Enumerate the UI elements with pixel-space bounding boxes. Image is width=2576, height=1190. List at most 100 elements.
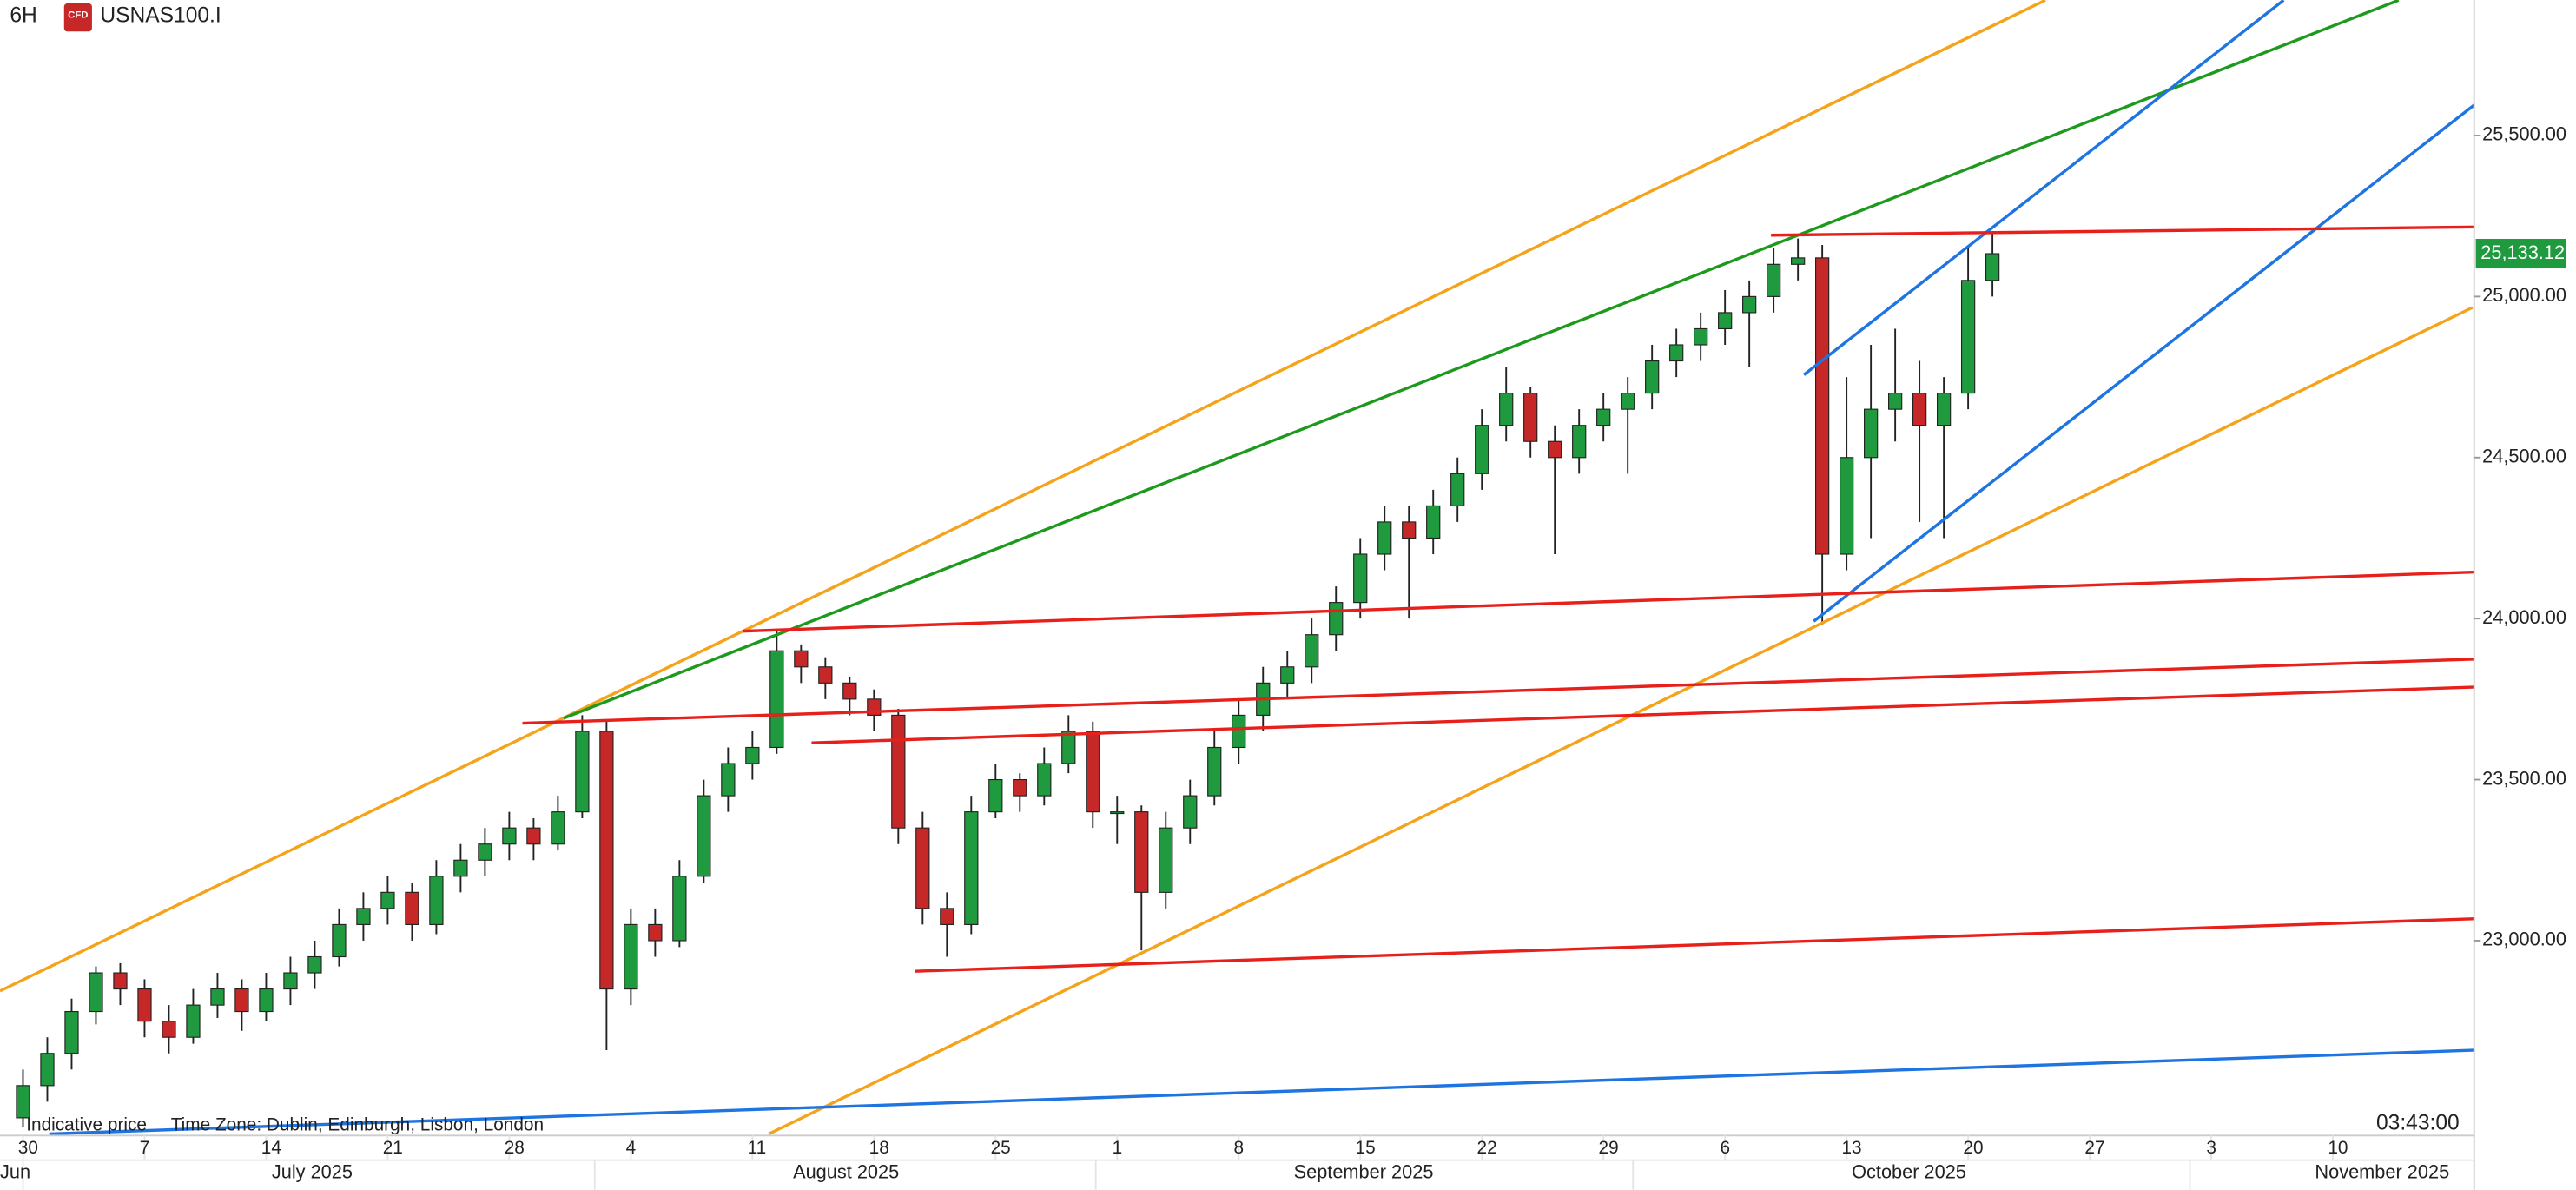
x-tick-label: 18 [869, 1138, 889, 1158]
candle-body [1815, 257, 1830, 555]
trend-line [1771, 225, 2476, 237]
timeframe[interactable]: 6H [10, 4, 36, 28]
x-tick-label: 14 [261, 1138, 281, 1158]
candle-body [1985, 253, 2000, 281]
candle-body [1694, 327, 1708, 346]
y-tick-label: 24,500.00 [2482, 446, 2566, 467]
candle-body [1450, 473, 1465, 506]
candle-body [794, 650, 809, 668]
candle-body [1742, 295, 1757, 314]
timezone: Time Zone: Dublin, Edinburgh, Lisbon, Lo… [171, 1114, 544, 1134]
y-tick-label: 25,500.00 [2482, 123, 2566, 145]
x-tick-label: 30 [18, 1138, 38, 1158]
x-tick-label: 4 [626, 1138, 637, 1158]
candle-body [1840, 457, 1854, 555]
candle-body [1548, 440, 1562, 459]
candle-body [1863, 408, 1879, 459]
price-note: Indicative price [26, 1114, 147, 1134]
candle-body [1572, 425, 1587, 459]
candle-body [1183, 795, 1198, 829]
x-tick-label: 10 [2328, 1138, 2348, 1158]
candle-body [745, 746, 760, 764]
candle-body [1645, 360, 1660, 394]
candle-body [1499, 393, 1514, 426]
candle-body [1377, 521, 1392, 555]
candle-body [697, 795, 711, 877]
candle-body [1305, 634, 1319, 668]
candle-body [64, 1010, 79, 1054]
candle-body [429, 876, 444, 925]
candle-body [89, 972, 103, 1013]
x-tick-label: 22 [1477, 1138, 1497, 1158]
candle-body [234, 988, 249, 1013]
candle-body [575, 731, 590, 813]
candle-body [672, 876, 687, 942]
x-tick-label: 8 [1234, 1138, 1245, 1158]
trend-line [1802, 0, 2285, 376]
candle-body [1960, 280, 1976, 394]
candle-body [721, 763, 736, 797]
candle-body [1110, 811, 1125, 815]
candle-body [1523, 393, 1538, 442]
symbol-icon-text: CFD [68, 10, 88, 20]
month-label: October 2025 [1852, 1161, 1966, 1183]
candle-body [624, 923, 638, 990]
candle-body [1596, 408, 1611, 426]
candles [16, 232, 2000, 1128]
candle-body [842, 682, 857, 700]
price-axis-bg [2474, 0, 2576, 1190]
month-label: August 2025 [793, 1161, 899, 1183]
candle-body [16, 1085, 30, 1119]
x-tick-label: 6 [1720, 1138, 1730, 1158]
candle-body [405, 891, 419, 925]
candle-body [380, 891, 395, 909]
y-tick-label: 25,000.00 [2482, 284, 2566, 306]
x-tick-label: 7 [140, 1138, 150, 1158]
x-tick-label: 3 [2206, 1138, 2216, 1158]
month-label: September 2025 [1294, 1161, 1434, 1183]
candle-body [332, 923, 347, 958]
candle-body [1086, 731, 1100, 813]
candle-body [1621, 393, 1635, 410]
x-tick-label: 27 [2084, 1138, 2104, 1158]
trend-line [811, 685, 2476, 744]
x-tick-label: 11 [748, 1138, 767, 1158]
candle-body [915, 827, 930, 909]
x-tick-label: 15 [1356, 1138, 1376, 1158]
x-tick-label: 1 [1113, 1138, 1123, 1158]
candle-body [453, 859, 468, 877]
candle-body [599, 731, 614, 990]
candle-body [818, 666, 833, 684]
candle-body [1232, 714, 1246, 749]
candle-body [1912, 393, 1927, 426]
candle-body [1159, 827, 1173, 893]
trend-line [0, 0, 2046, 993]
candle-body [259, 988, 274, 1013]
candle-body [307, 955, 322, 974]
candle-body [1207, 746, 1222, 797]
trend-line [1813, 102, 2477, 623]
candle-body [1791, 257, 1806, 265]
candle-body [1767, 263, 1781, 297]
last-price-tag [2475, 238, 2566, 269]
trend-line [49, 1048, 2476, 1136]
symbol-icon [63, 3, 92, 32]
clock: 03:43:00 [2376, 1112, 2460, 1135]
candle-body [162, 1021, 176, 1038]
candle-body [478, 843, 492, 861]
symbol[interactable]: USNAS100.I [100, 4, 221, 28]
candle-body [283, 972, 298, 990]
trend-line [915, 916, 2476, 973]
month-label: July 2025 [272, 1161, 353, 1183]
x-tick-label: 29 [1599, 1138, 1619, 1158]
trend-lines [0, 0, 2477, 1136]
candle-body [551, 811, 565, 845]
y-tick-label: 23,500.00 [2482, 767, 2566, 789]
candle-body [1037, 763, 1052, 797]
month-label: November 2025 [2315, 1161, 2449, 1183]
candle-body [1936, 393, 1952, 426]
x-tick-label: 21 [383, 1138, 403, 1158]
candle-body [1475, 425, 1489, 474]
x-tick-label: 25 [991, 1138, 1011, 1158]
